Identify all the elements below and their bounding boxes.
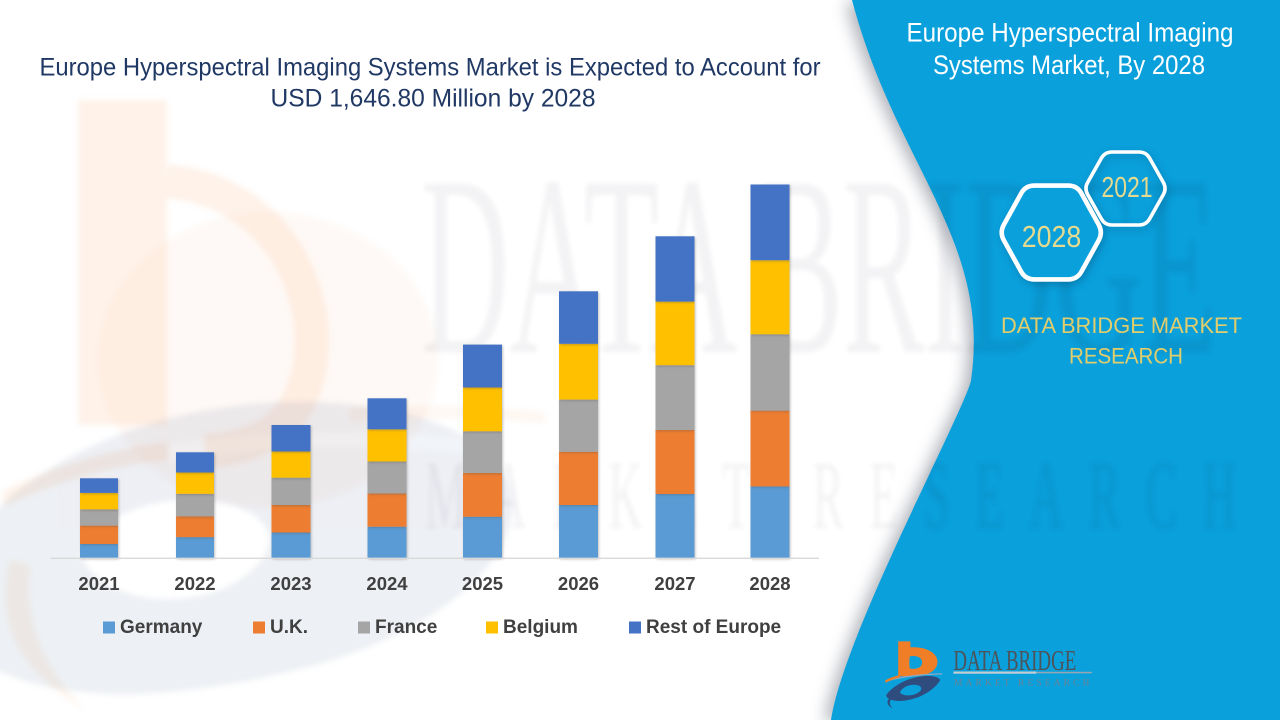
svg-text:2025: 2025 [462,573,503,594]
svg-text:2023: 2023 [270,573,311,594]
svg-text:U.K.: U.K. [270,617,308,638]
svg-text:2028: 2028 [749,573,790,594]
svg-text:Rest of Europe: Rest of Europe [646,617,781,638]
svg-text:2021: 2021 [78,573,119,594]
svg-text:Europe Hyperspectral Imaging: Europe Hyperspectral Imaging [907,18,1234,48]
svg-text:RESEARCH: RESEARCH [1069,344,1183,369]
svg-text:2026: 2026 [558,573,599,594]
svg-text:France: France [375,617,437,638]
svg-text:2022: 2022 [174,573,215,594]
svg-text:DATA BRIDGE MARKET: DATA BRIDGE MARKET [1001,313,1242,338]
svg-text:USD 1,646.80 Million by 2028: USD 1,646.80 Million by 2028 [271,85,596,113]
svg-text:MARKET RESEARCH: MARKET RESEARCH [954,679,1092,689]
svg-text:Germany: Germany [120,617,203,638]
svg-text:2021: 2021 [1102,172,1153,204]
svg-text:2024: 2024 [366,573,408,594]
svg-text:2028: 2028 [1022,219,1082,254]
svg-text:2027: 2027 [654,573,695,594]
svg-text:Belgium: Belgium [503,617,578,638]
svg-text:Systems Market, By 2028: Systems Market, By 2028 [933,50,1205,80]
svg-text:Europe Hyperspectral Imaging S: Europe Hyperspectral Imaging Systems Mar… [40,54,821,82]
